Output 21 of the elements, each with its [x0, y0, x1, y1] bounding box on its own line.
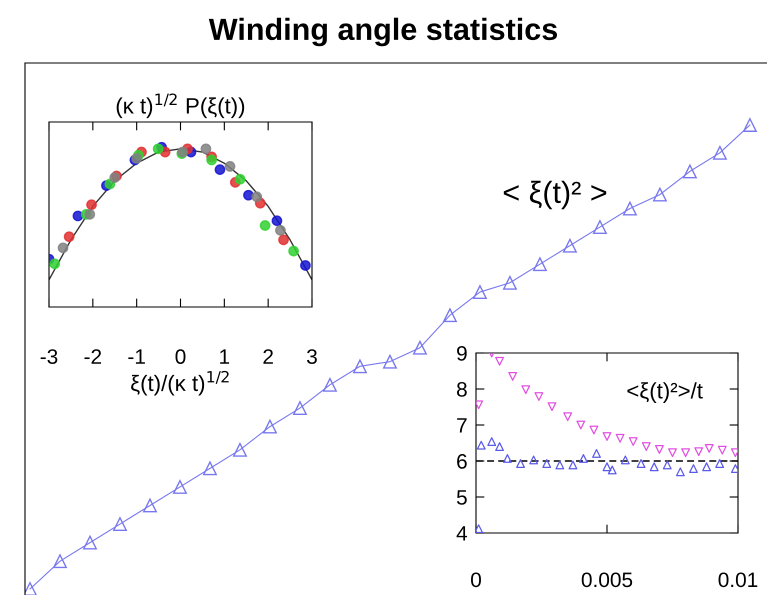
x-tick-label: -1 — [128, 349, 145, 364]
y-tick-label: 6 — [457, 454, 467, 469]
x-tick-label: 0 — [176, 349, 186, 364]
x-tick-label: 2 — [263, 349, 273, 364]
chart-title: Winding angle statistics — [208, 18, 557, 46]
chart-title: (κ t)$^{1/2}$ P(ξ(t)) — [116, 93, 244, 118]
y-tick-label: 8 — [456, 382, 467, 397]
x-axis-title: ξ(t)/(κ t)$^{1/2}$ — [131, 370, 229, 396]
y-tick-label: 7 — [457, 418, 467, 433]
y-tick-label: 9 — [457, 346, 467, 361]
x-tick-label: 0 — [471, 572, 481, 588]
x-tick-label: -2 — [84, 349, 102, 364]
y-tick-label: 4 — [456, 526, 468, 541]
y-tick-label: 5 — [456, 490, 467, 505]
x-tick-label: 3 — [307, 349, 317, 364]
x-tick-label: -3 — [40, 349, 58, 364]
annotation: <ξ(t)²>/t — [627, 382, 703, 403]
x-tick-label: 0.005 — [582, 572, 632, 588]
annotation: < ξ(t)² > — [504, 180, 606, 210]
x-tick-label: 0.01 — [718, 572, 758, 588]
x-tick-label: 1 — [220, 349, 230, 364]
